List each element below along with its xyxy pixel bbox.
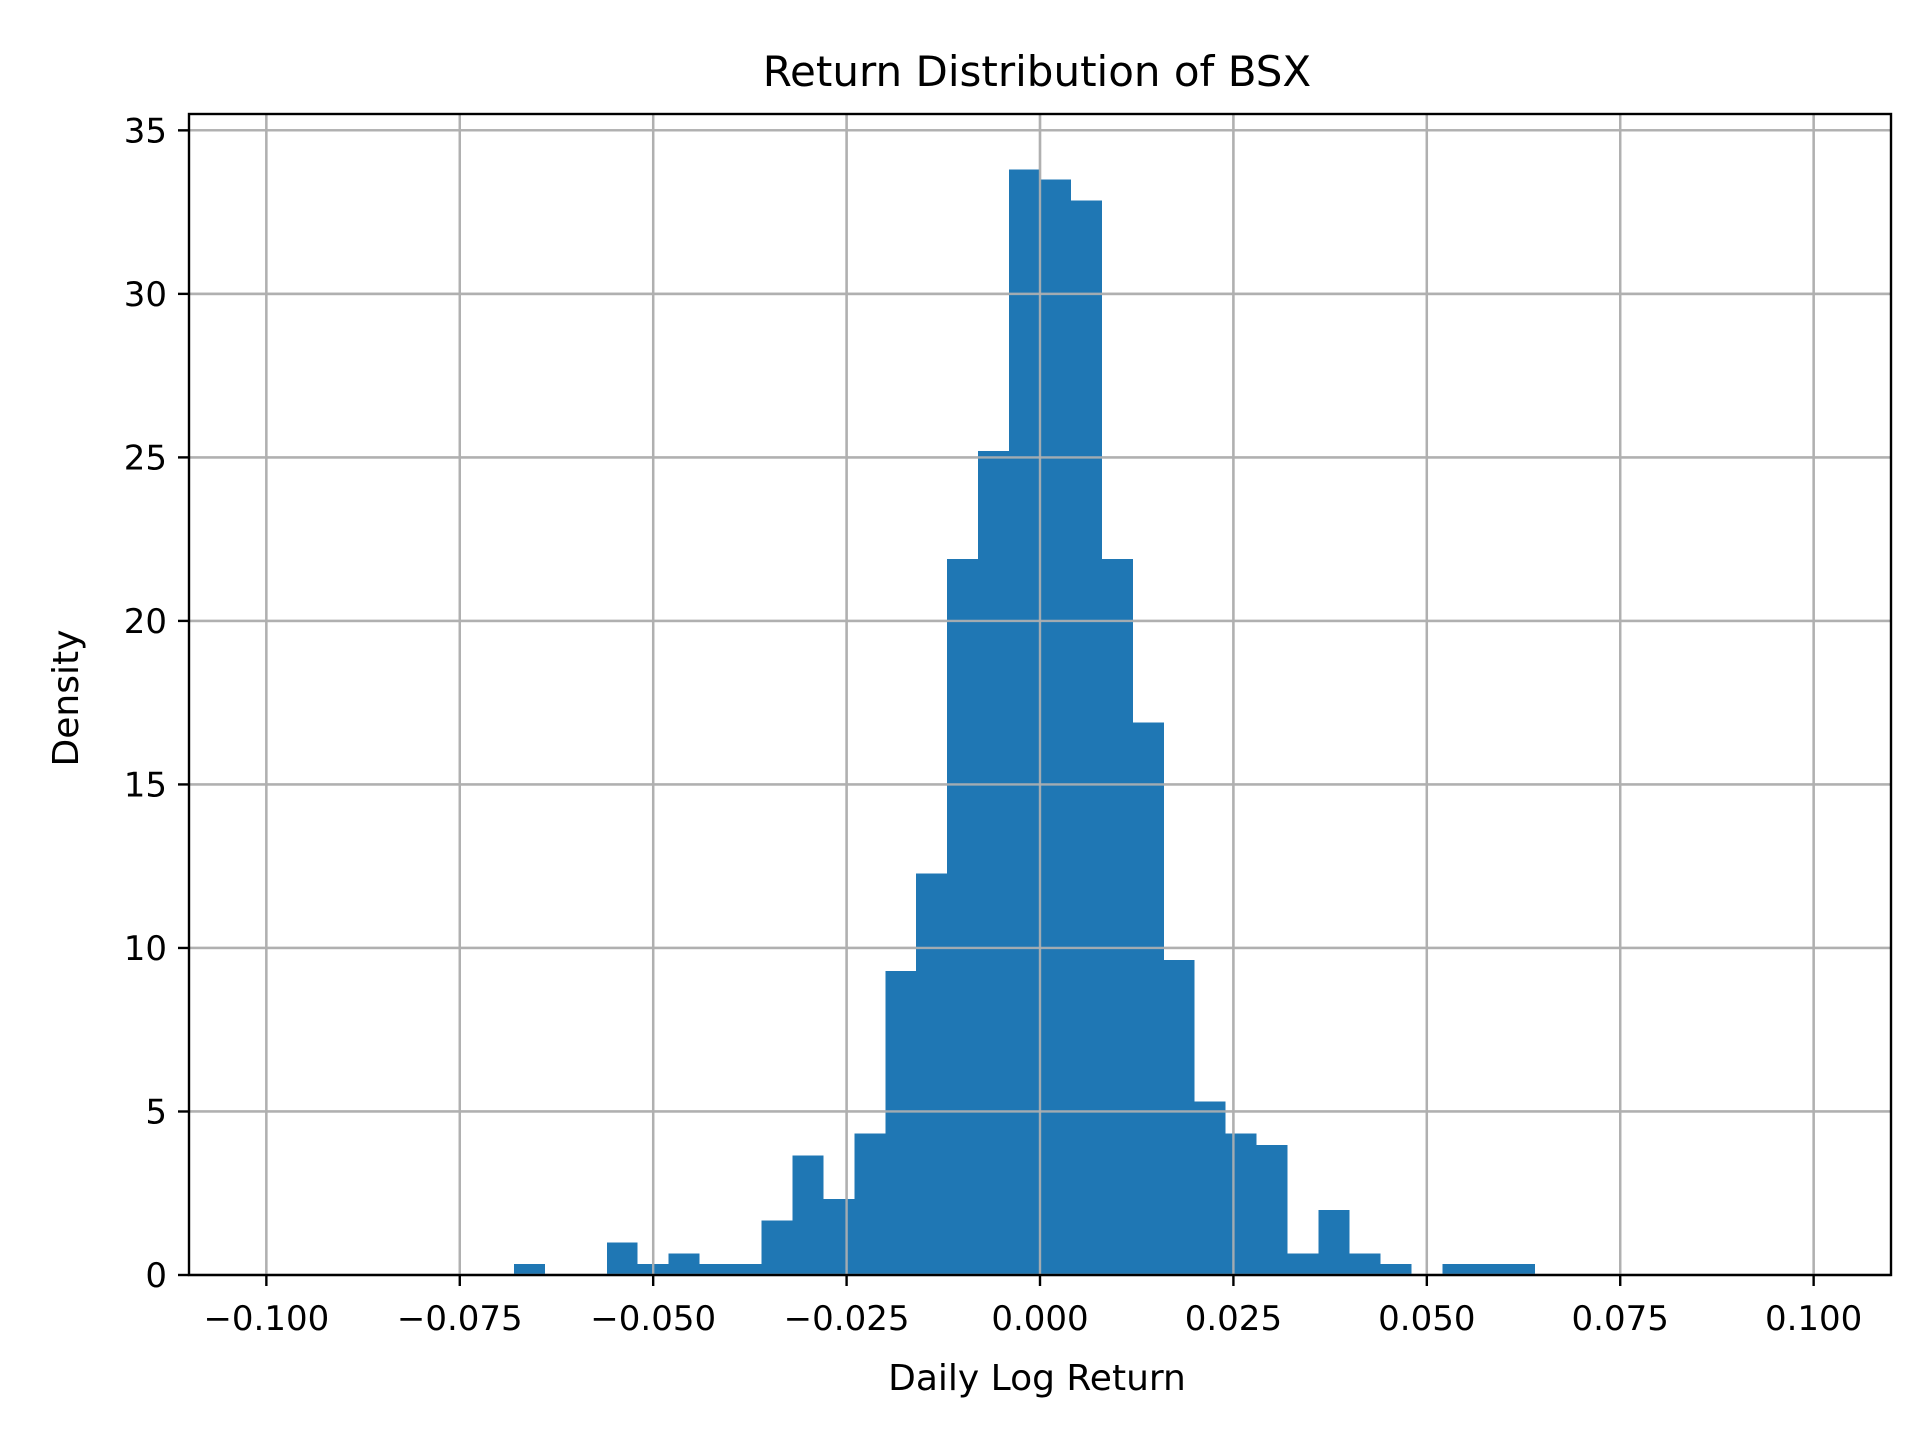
histogram-bar [1349, 1253, 1381, 1275]
y-tick-label: 5 [145, 1092, 167, 1132]
histogram-bar [823, 1199, 855, 1275]
y-tick-label: 35 [124, 111, 167, 151]
histogram-bar [885, 970, 917, 1275]
axis-ticks: −0.100 −0.075 −0.050 −0.025 0.000 0.025 0.050 0… [124, 111, 1863, 1339]
histogram-bar [606, 1242, 638, 1275]
histogram-bars [189, 114, 1891, 1277]
histogram-bar [668, 1253, 700, 1275]
histogram-bar [761, 1220, 793, 1275]
histogram-bar [1442, 1264, 1474, 1275]
x-tick-label: 0.050 [1378, 1299, 1475, 1339]
x-tick-label: 0.000 [991, 1299, 1088, 1339]
histogram-bar [730, 1264, 762, 1275]
histogram-bar [1070, 200, 1102, 1275]
x-tick-label: −0.050 [590, 1299, 716, 1339]
histogram-bar [1473, 1264, 1505, 1275]
x-tick-label: 0.075 [1572, 1299, 1669, 1339]
x-tick-label: −0.075 [397, 1299, 523, 1339]
histogram-bar [1318, 1209, 1350, 1275]
histogram-bar [1009, 169, 1040, 1276]
histogram-bar [978, 450, 1010, 1275]
histogram-bar [1287, 1253, 1319, 1275]
histogram-bar [916, 873, 948, 1275]
histogram-bar [1132, 722, 1164, 1275]
x-tick-label: 0.100 [1765, 1299, 1862, 1339]
y-tick-label: 0 [145, 1256, 167, 1296]
x-tick-label: 0.025 [1185, 1299, 1282, 1339]
histogram-bar [1101, 558, 1133, 1275]
histogram-bar [699, 1264, 731, 1275]
y-axis-label: Density [46, 630, 87, 767]
x-tick-label: −0.100 [203, 1299, 329, 1339]
histogram-bar [1504, 1264, 1536, 1275]
y-tick-label: 10 [124, 929, 167, 969]
histogram-bar [1380, 1264, 1412, 1275]
histogram-bar [1040, 179, 1071, 1275]
histogram-bar [854, 1133, 886, 1275]
histogram-bar [513, 1264, 545, 1275]
histogram-bar [1163, 960, 1195, 1275]
y-tick-label: 25 [124, 438, 167, 478]
histogram-bar [1225, 1133, 1257, 1275]
y-tick-label: 30 [124, 275, 167, 315]
x-axis-label: Daily Log Return [888, 1358, 1186, 1399]
chart-title: Return Distribution of BSX [763, 47, 1311, 96]
histogram-bar [1256, 1144, 1288, 1275]
y-tick-label: 20 [124, 602, 167, 642]
histogram-bar [1194, 1101, 1226, 1275]
histogram-bar [947, 558, 979, 1275]
x-tick-label: −0.025 [784, 1299, 910, 1339]
histogram-bar [792, 1155, 824, 1275]
y-tick-label: 15 [124, 765, 167, 805]
